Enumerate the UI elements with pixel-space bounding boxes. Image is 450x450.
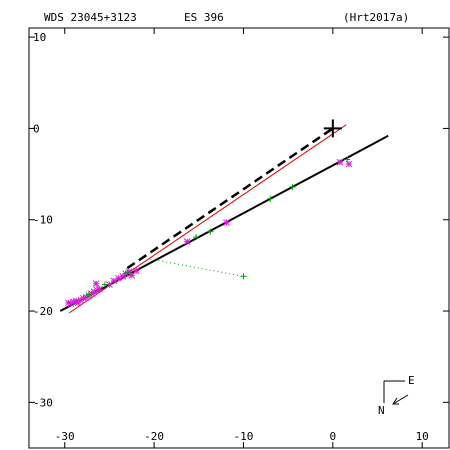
compass-east-label: E — [408, 374, 415, 387]
y-tick-label: -20 — [33, 305, 53, 318]
green-plus-point — [193, 234, 200, 241]
green-plus-point — [267, 195, 274, 202]
primary-star-marker — [323, 119, 342, 138]
compass-north-label: N — [378, 404, 385, 417]
asterisk-stroke — [64, 299, 72, 307]
compass-rose: E N — [378, 374, 415, 417]
observation-points — [64, 156, 353, 308]
green-plus-point — [101, 281, 108, 288]
x-tick-label: 0 — [330, 430, 337, 443]
green-plus-point — [240, 273, 247, 280]
green-plus-point — [124, 269, 131, 276]
green-plus-point — [344, 156, 351, 163]
magenta-asterisk-point — [132, 267, 140, 275]
asterisk-stroke — [110, 277, 118, 285]
magenta-asterisk-point — [183, 238, 191, 246]
green-plus-point — [207, 228, 214, 235]
y-tick-label: -30 — [33, 396, 53, 409]
asterisk-stroke — [336, 158, 344, 166]
x-tick-label: 10 — [416, 430, 429, 443]
magenta-asterisk-point — [96, 285, 103, 293]
orbit-reference: (Hrt2017a) — [343, 11, 409, 24]
x-tick-label: -10 — [234, 430, 254, 443]
asterisk-stroke — [183, 238, 191, 246]
y-tick-label: 0 — [33, 122, 40, 135]
asterisk-stroke — [96, 285, 103, 293]
asterisk-stroke — [345, 160, 353, 168]
green-plus-point — [85, 291, 92, 298]
green-plus-point — [289, 183, 296, 190]
x-tick-label: -20 — [144, 430, 164, 443]
y-tick-label: -10 — [33, 214, 53, 227]
asterisk-stroke — [223, 219, 230, 226]
motion-arrowhead-icon — [392, 397, 399, 405]
asterisk-stroke — [106, 281, 113, 288]
motion-arrow-icon — [392, 394, 409, 405]
asterisk-stroke — [132, 267, 140, 275]
asterisk-stroke — [92, 280, 100, 288]
magenta-asterisk-point — [223, 219, 230, 226]
x-tick-label: -30 — [55, 430, 75, 443]
plot-frame — [28, 27, 450, 449]
wds-identifier: WDS 23045+3123 — [44, 11, 137, 24]
y-tick-label: 10 — [33, 31, 46, 44]
discoverer-code: ES 396 — [184, 11, 224, 24]
magenta-asterisk-point — [336, 158, 344, 166]
axis-ticks: -30 -20 -10 0 10 10 0 -10 -20 -30 — [29, 28, 449, 448]
magenta-asterisk-point — [92, 280, 100, 288]
